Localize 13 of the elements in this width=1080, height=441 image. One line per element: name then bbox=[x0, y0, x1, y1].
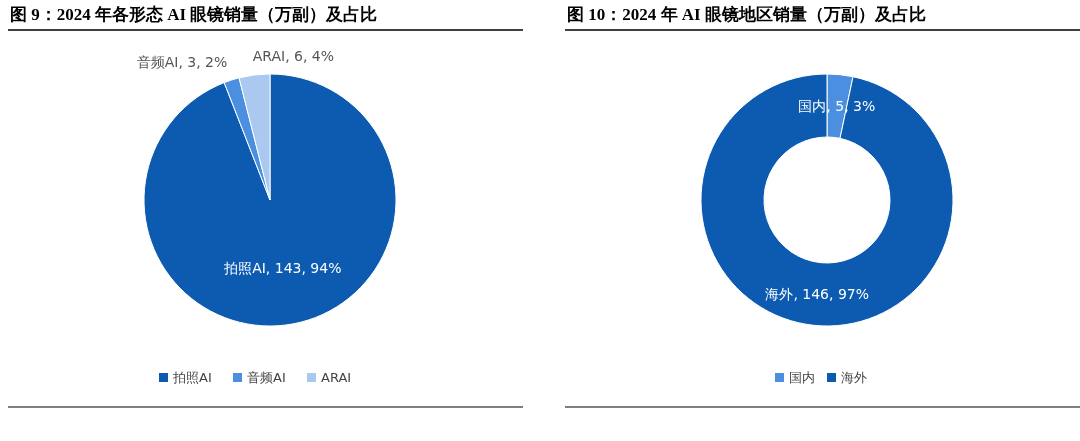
legend-label: 拍照AI bbox=[172, 370, 212, 385]
legend-label: 音频AI bbox=[247, 370, 286, 385]
donut-slice bbox=[700, 73, 954, 327]
data-label: 音频AI, 3, 2% bbox=[136, 53, 228, 70]
legend-label: ARAI bbox=[321, 370, 352, 385]
chart-title: 图 9：2024 年各形态 AI 眼镜销量（万副）及占比 bbox=[10, 5, 378, 24]
pie-slice bbox=[143, 73, 397, 327]
data-label: 拍照AI, 143, 94% bbox=[223, 260, 342, 276]
legend-label: 国内 bbox=[789, 370, 815, 385]
chart-title: 图 10：2024 年 AI 眼镜地区销量（万副）及占比 bbox=[567, 5, 926, 24]
legend-label: 海外 bbox=[841, 370, 867, 385]
data-label: 海外, 146, 97% bbox=[765, 285, 870, 302]
data-label: ARAI, 6, 4% bbox=[252, 48, 335, 65]
